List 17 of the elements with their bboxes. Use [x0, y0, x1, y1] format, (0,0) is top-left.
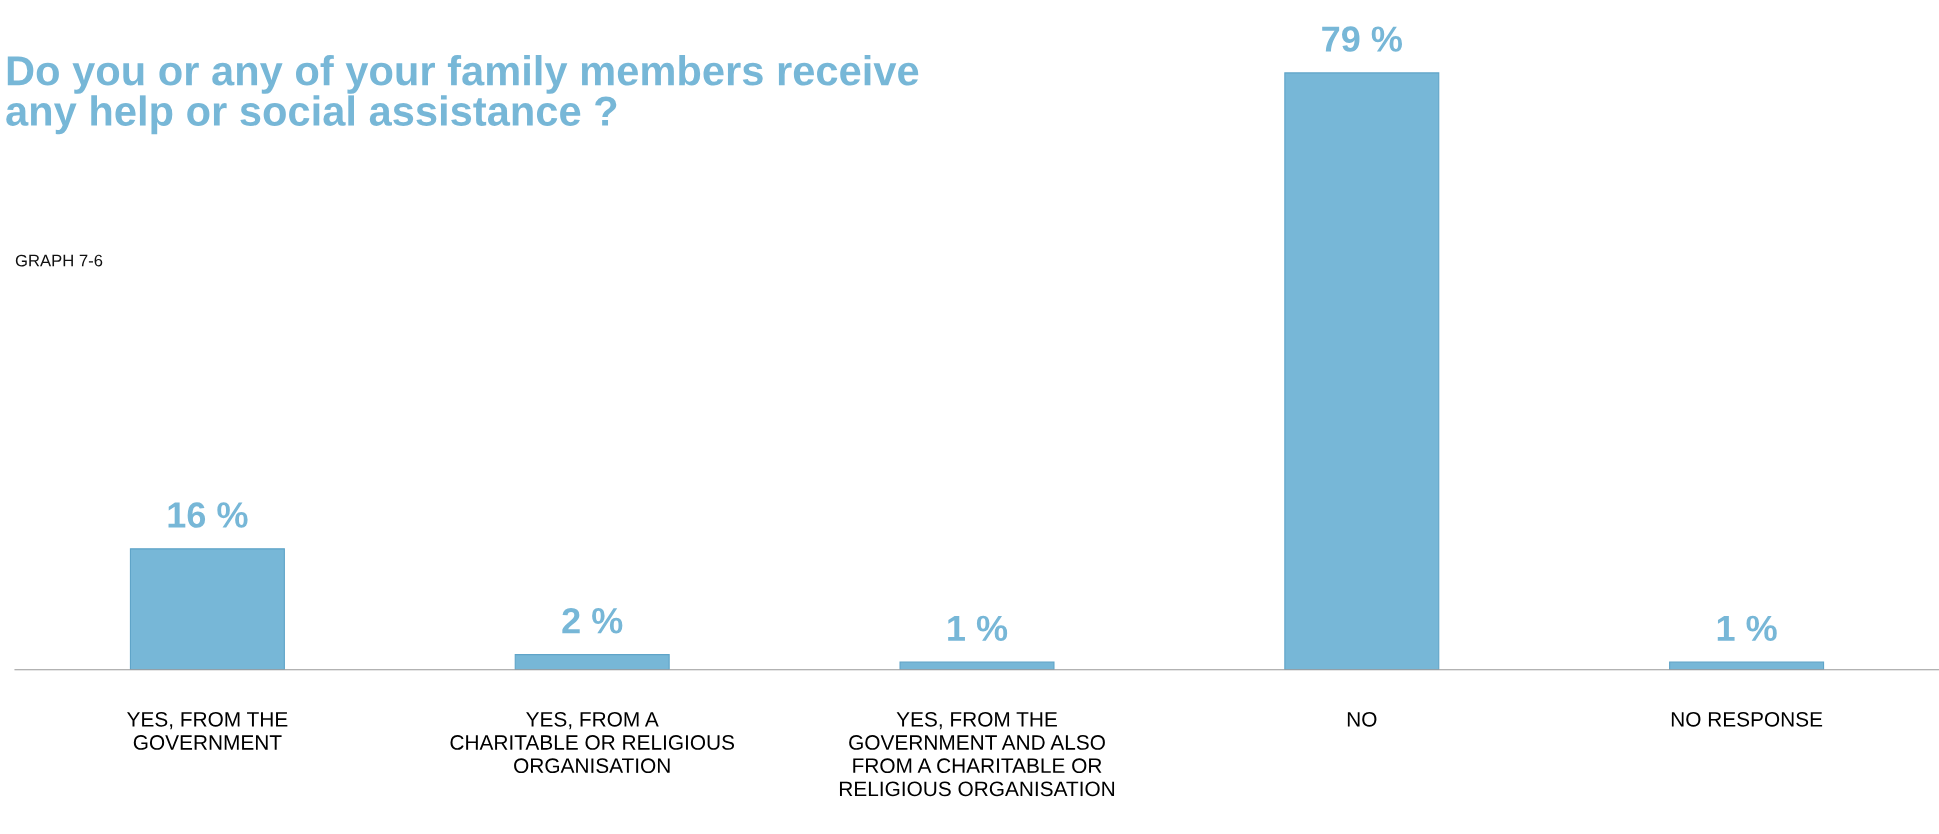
chart-title: Do you or any of your family members receive any help or social assistance ? [6, 55, 919, 135]
x-tick-label: YES, FROM THE GOVERNMENT AND ALSO FROM A CHARITABLE OR RELIGIOUS ORGANISATION [839, 711, 1115, 797]
bar [899, 661, 1055, 670]
data-label: 1 % [1717, 615, 1777, 642]
bar [1284, 72, 1440, 670]
x-tick-label: YES, FROM A CHARITABLE OR RELIGIOUS ORGANISATION [450, 711, 735, 774]
bar [514, 654, 670, 670]
x-tick-label: NO [1347, 711, 1377, 727]
bar [129, 548, 285, 670]
data-label: 16 % [168, 502, 248, 528]
bar [1669, 661, 1825, 670]
data-label: 2 % [562, 608, 623, 634]
text: GRAPH 7-6 [15, 254, 103, 267]
x-tick-label: NO RESPONSE [1671, 711, 1823, 727]
data-label: 79 % [1322, 26, 1402, 52]
x-tick-label: YES, FROM THE GOVERNMENT [127, 711, 288, 750]
data-label: 1 % [948, 615, 1008, 642]
